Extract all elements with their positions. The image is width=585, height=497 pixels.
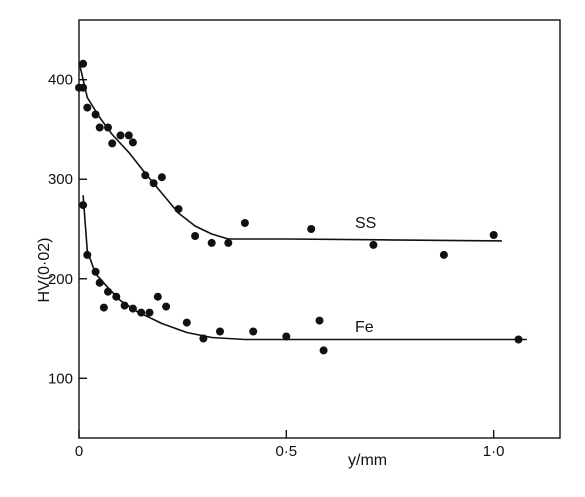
y-tick-label: 200 xyxy=(48,271,73,288)
series-label-ss: SS xyxy=(355,215,376,232)
data-point-fe xyxy=(216,327,224,336)
data-point-fe xyxy=(145,308,154,317)
data-points xyxy=(75,59,523,355)
data-point-ss xyxy=(79,59,88,68)
y-tick-label: 400 xyxy=(48,72,73,89)
data-point-fe xyxy=(83,250,92,259)
data-point-fe xyxy=(182,318,191,327)
data-point-ss xyxy=(79,83,88,92)
data-point-ss xyxy=(240,219,249,227)
data-point-ss xyxy=(116,131,125,140)
y-tick-label: 300 xyxy=(48,171,73,188)
data-point-fe xyxy=(514,335,523,344)
data-point-fe xyxy=(199,334,208,343)
data-point-ss xyxy=(91,110,100,119)
y-axis-title: HV(0·02) xyxy=(36,238,53,303)
data-point-ss xyxy=(108,139,117,148)
data-point-ss xyxy=(439,250,448,259)
data-point-fe xyxy=(162,302,171,311)
data-point-ss xyxy=(128,138,137,147)
data-point-ss xyxy=(369,240,378,249)
data-point-ss xyxy=(157,173,166,182)
data-point-fe xyxy=(128,304,137,313)
axes: 0 0·5 1·0 100 200 300 400 xyxy=(48,19,561,460)
data-point-fe xyxy=(79,201,88,210)
data-point-ss xyxy=(207,238,216,247)
data-point-fe xyxy=(104,287,112,296)
fit-curve-fe xyxy=(82,195,527,341)
x-tick-label: 0 xyxy=(75,443,83,460)
fit-curves xyxy=(78,61,527,341)
plot-frame xyxy=(78,19,561,439)
data-point-fe xyxy=(315,316,324,325)
data-point-ss xyxy=(149,179,158,188)
labels: y/mm HV(0·02) SS Fe xyxy=(36,215,387,469)
data-point-ss xyxy=(489,231,498,239)
data-point-fe xyxy=(282,332,291,341)
data-point-fe xyxy=(120,301,129,310)
data-point-ss xyxy=(191,232,200,240)
data-point-fe xyxy=(137,308,146,317)
fit-curve-ss xyxy=(78,61,502,242)
data-point-ss xyxy=(174,205,183,214)
x-axis-title: y/mm xyxy=(348,452,387,469)
data-point-ss xyxy=(224,238,233,247)
data-point-ss xyxy=(95,123,104,132)
data-point-ss xyxy=(83,103,92,112)
data-point-fe xyxy=(99,303,108,312)
data-point-fe xyxy=(249,327,258,336)
data-point-ss xyxy=(307,225,316,233)
x-tick-label: 1·0 xyxy=(483,443,505,460)
x-tick-label: 0·5 xyxy=(275,443,297,460)
data-point-fe xyxy=(112,292,121,301)
data-point-ss xyxy=(124,131,133,140)
data-point-ss xyxy=(141,171,150,180)
series-label-fe: Fe xyxy=(355,319,374,336)
data-point-ss xyxy=(104,123,112,132)
data-point-fe xyxy=(319,346,328,355)
data-point-fe xyxy=(95,278,104,287)
data-point-fe xyxy=(153,292,162,301)
data-point-fe xyxy=(91,267,100,276)
y-tick-label: 100 xyxy=(48,370,73,387)
